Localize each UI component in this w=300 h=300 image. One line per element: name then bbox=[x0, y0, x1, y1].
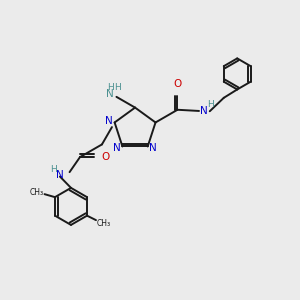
Text: N: N bbox=[106, 89, 114, 99]
Text: N: N bbox=[200, 106, 208, 116]
Text: CH₃: CH₃ bbox=[30, 188, 44, 197]
Text: O: O bbox=[173, 79, 181, 89]
Text: O: O bbox=[102, 152, 110, 162]
Text: H: H bbox=[51, 166, 57, 175]
Text: N: N bbox=[149, 143, 157, 153]
Text: N: N bbox=[56, 170, 64, 180]
Text: H: H bbox=[107, 83, 114, 92]
Text: H: H bbox=[208, 100, 214, 109]
Text: CH₃: CH₃ bbox=[96, 219, 110, 228]
Text: N: N bbox=[105, 116, 113, 126]
Text: N: N bbox=[113, 143, 121, 153]
Text: H: H bbox=[114, 83, 121, 92]
